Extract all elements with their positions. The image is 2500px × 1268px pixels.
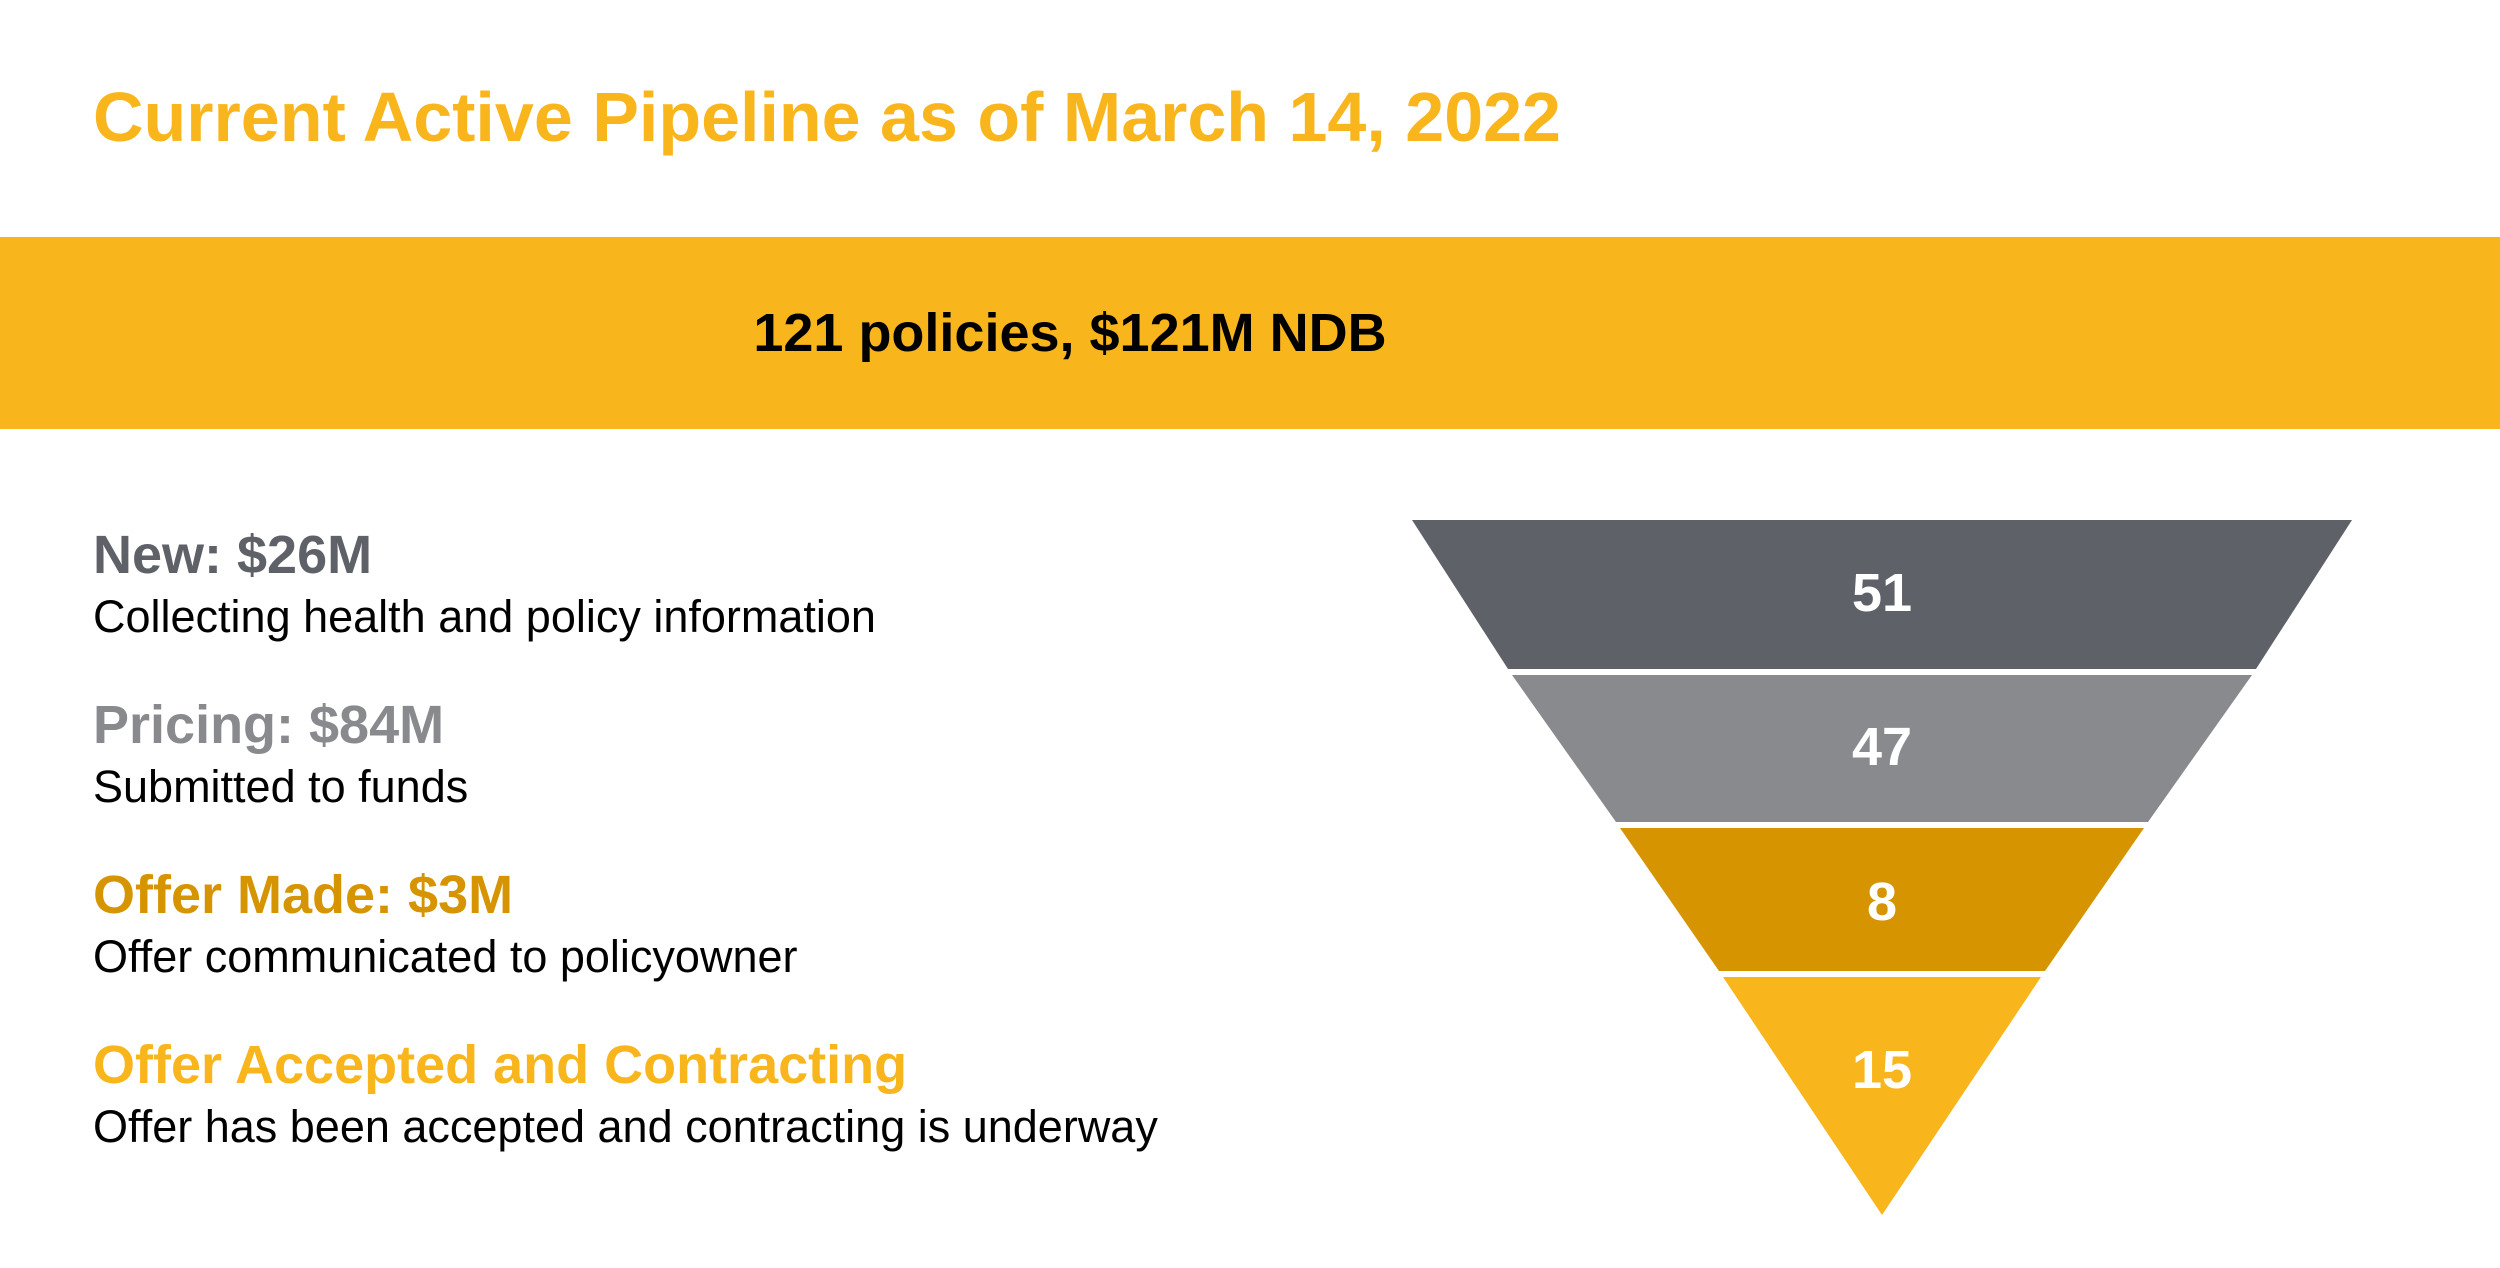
stage-new-description: Collecting health and policy information [93,591,876,642]
stage-offer-made: Offer Made: $3M Offer communicated to po… [93,868,798,979]
funnel-count-offer-accepted: 15 [1852,1040,1912,1100]
funnel-count-pricing: 47 [1852,717,1912,777]
summary-banner-text: 121 policies, $121M NDB [753,303,1387,363]
funnel-segment-offer-made [1620,828,2144,971]
stage-offer-made-description: Offer communicated to policyowner [93,931,798,982]
stage-offer-accepted-description: Offer has been accepted and contracting … [93,1101,1158,1152]
stage-offer-made-heading: Offer Made: $3M [93,865,514,925]
funnel-segment-pricing [1512,675,2252,822]
stage-offer-accepted: Offer Accepted and Contracting Offer has… [93,1038,1158,1149]
funnel-segment-offer-accepted [1723,977,2041,1215]
funnel-count-new: 51 [1852,563,1912,623]
stage-new-heading: New: $26M [93,525,373,585]
slide-title: Current Active Pipeline as of March 14, … [93,78,1561,156]
funnel-segment-new [1412,520,2352,669]
stage-new: New: $26M Collecting health and policy i… [93,528,876,639]
summary-banner: 121 policies, $121M NDB [0,237,2500,429]
stage-offer-accepted-heading: Offer Accepted and Contracting [93,1035,908,1095]
stage-pricing: Pricing: $84M Submitted to funds [93,698,468,809]
stage-pricing-description: Submitted to funds [93,761,469,812]
funnel-count-offer-made: 8 [1867,872,1897,932]
stage-pricing-heading: Pricing: $84M [93,695,445,755]
